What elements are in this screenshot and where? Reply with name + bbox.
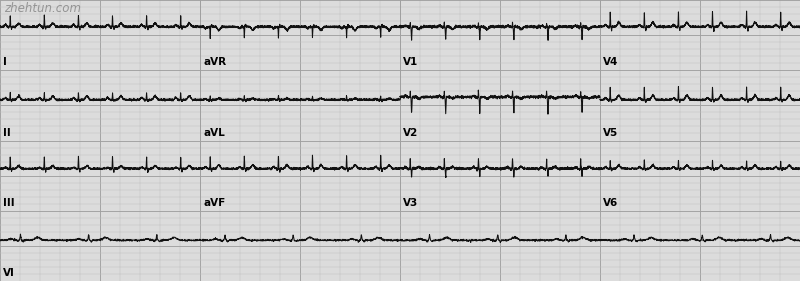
- Text: V1: V1: [403, 57, 418, 67]
- Text: V5: V5: [603, 128, 618, 138]
- Text: VI: VI: [3, 268, 15, 278]
- Text: zhehtun.com: zhehtun.com: [4, 2, 81, 15]
- Text: II: II: [3, 128, 11, 138]
- Text: V2: V2: [403, 128, 418, 138]
- Text: I: I: [3, 57, 7, 67]
- Text: aVR: aVR: [203, 57, 226, 67]
- Text: V6: V6: [603, 198, 618, 208]
- Text: aVL: aVL: [203, 128, 225, 138]
- Text: V4: V4: [603, 57, 618, 67]
- Text: aVF: aVF: [203, 198, 226, 208]
- Text: V3: V3: [403, 198, 418, 208]
- Text: III: III: [3, 198, 15, 208]
